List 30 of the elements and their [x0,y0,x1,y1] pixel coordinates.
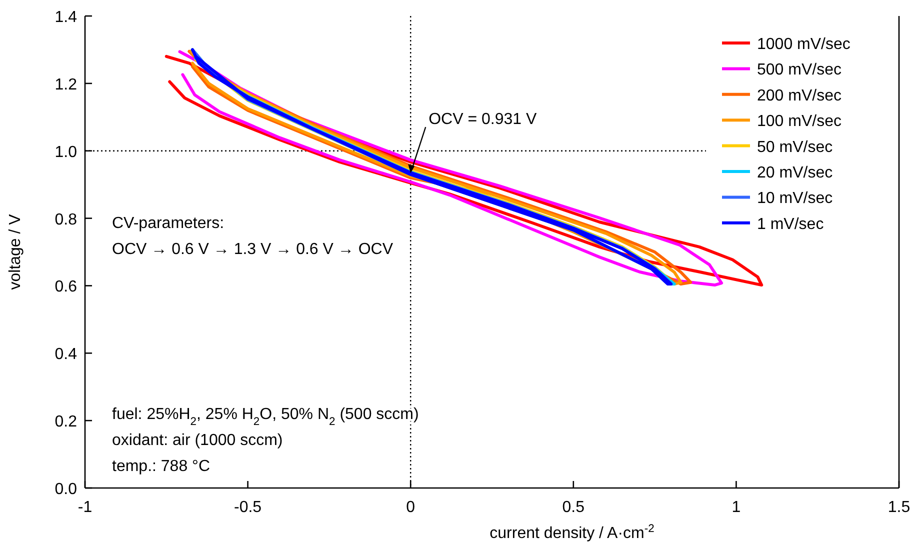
annotation: temp.: 788 °C [112,458,210,475]
legend-label: 50 mV/sec [757,138,833,156]
y-tick-label: 0.6 [54,278,78,296]
legend-label: 1 mV/sec [757,216,824,233]
y-tick-label: 0.4 [54,346,78,364]
annotation: fuel: 25%H$_{2}$, 25% H$_{2}$O, 50% N$_{2}$ (500 sccm) [112,406,419,428]
annotation: CV-parameters: [112,215,224,232]
annotation: OCV = 0.931 V [428,111,537,128]
legend-label: 10 mV/sec [757,190,833,208]
y-tick-label: 1.2 [54,76,78,94]
y-tick-label: 0.0 [54,481,78,498]
x-tick-label: 0.5 [562,499,585,516]
legend-label: 200 mV/sec [757,87,842,104]
legend-label: 100 mV/sec [757,113,842,130]
legend-label: 1000 mV/sec [757,36,850,53]
y-tick-label: 1.4 [54,9,78,26]
annotation: oxidant: air (1000 sccm) [112,432,283,449]
y-tick-label: 0.2 [54,414,78,431]
x-tick-label: 1 [732,499,741,516]
y-tick-label: 0.8 [54,211,78,228]
y-tick-label: 1.0 [54,144,78,161]
x-tick-label: -0.5 [234,499,262,516]
legend-label: 500 mV/sec [757,62,842,79]
legend-label: 20 mV/sec [757,164,833,182]
x-tick-label: 0 [406,499,416,516]
x-tick-label: -1 [78,499,92,516]
x-axis-title: current density / A·cm$^{-2}$ [490,523,654,542]
annotation: OCV → 0.6 V → 1.3 V → 0.6 V → OCV [112,241,394,258]
y-axis-title: voltage / V [7,214,24,290]
x-tick-label: 1.5 [888,499,910,516]
